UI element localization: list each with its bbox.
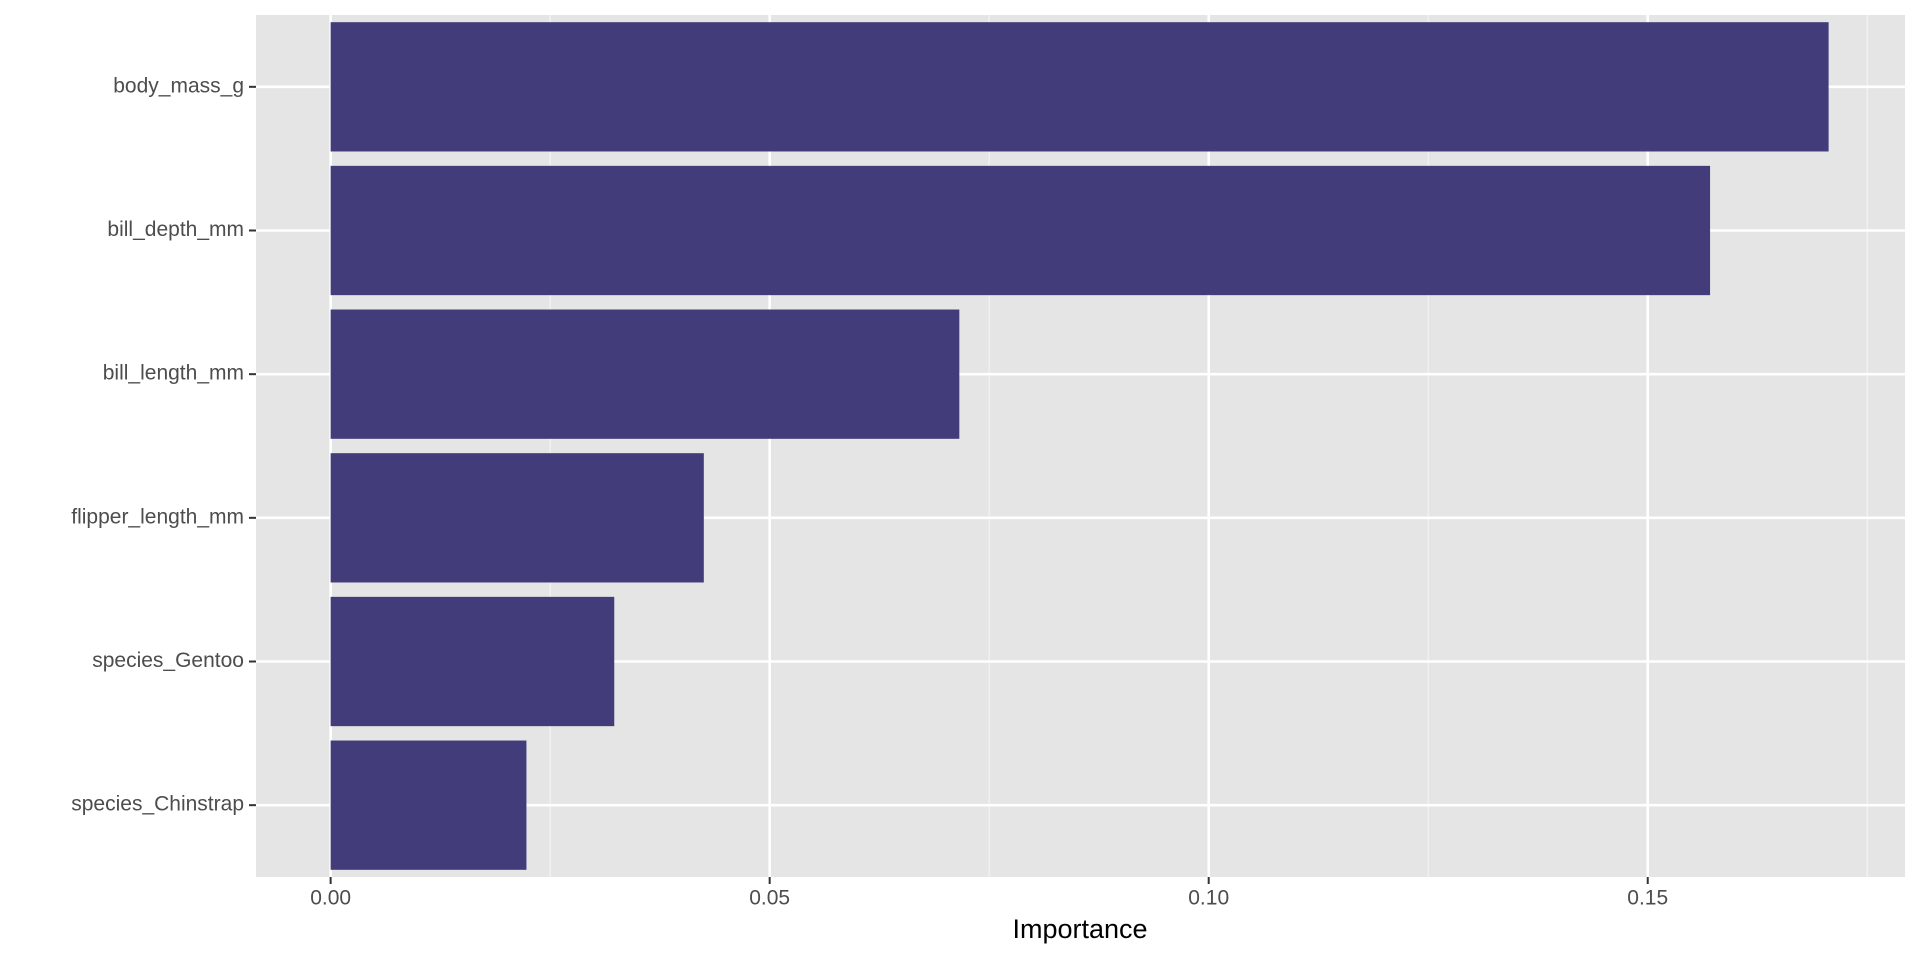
y-tick-label: species_Gentoo: [92, 649, 244, 672]
x-tick-label: 0.00: [310, 887, 351, 910]
bar: [330, 740, 527, 870]
x-tick-label: 0.10: [1188, 887, 1229, 910]
bar: [330, 309, 960, 439]
y-tick-label: body_mass_g: [113, 74, 244, 97]
bar: [330, 453, 704, 583]
y-tick-label: bill_length_mm: [103, 362, 244, 385]
x-tick-label: 0.15: [1627, 887, 1668, 910]
bar: [330, 22, 1829, 152]
x-axis-title: Importance: [1012, 914, 1147, 944]
y-tick-label: flipper_length_mm: [71, 505, 244, 528]
panel: [256, 15, 1905, 877]
bar: [330, 165, 1711, 296]
y-tick-label: bill_depth_mm: [107, 218, 244, 241]
y-tick-label: species_Chinstrap: [71, 793, 244, 816]
bar: [330, 596, 615, 727]
x-tick-label: 0.05: [749, 887, 790, 910]
